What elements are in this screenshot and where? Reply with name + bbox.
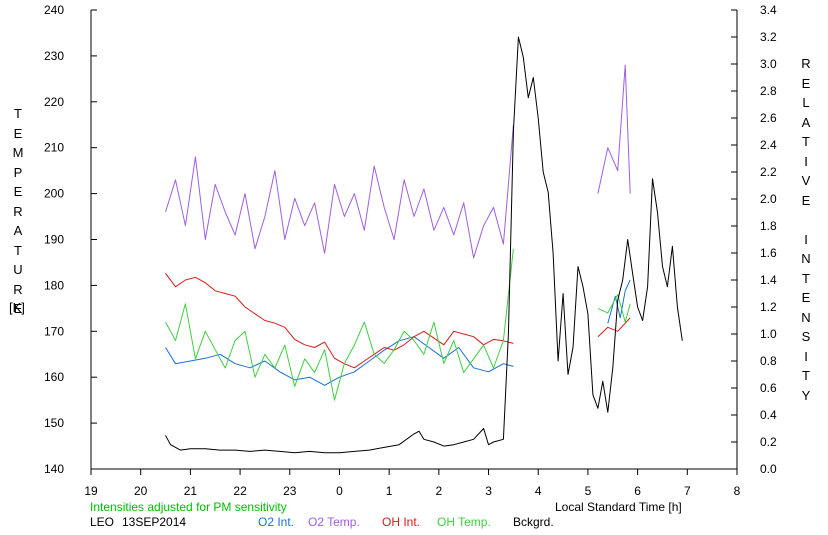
x-tick-label: 4	[535, 484, 542, 498]
y-left-tick-label: 150	[44, 416, 64, 430]
y-right-tick-label: 1.6	[760, 246, 777, 260]
y-right-tick-label: 0.0	[760, 462, 777, 476]
y-right-tick-label: 3.4	[760, 3, 777, 17]
x-tick-label: 21	[184, 484, 198, 498]
axis-title-letter: L	[802, 95, 810, 110]
y-right-tick-label: 3.2	[760, 30, 777, 44]
axis-title-letter: T	[802, 134, 810, 149]
axis-title-letter: R	[801, 56, 811, 71]
x-axis-title: Local Standard Time [h]	[555, 500, 682, 514]
series-o2-int-line	[165, 336, 514, 386]
tick-labels: 1401501601701801902002102202302400.00.20…	[44, 3, 777, 498]
series-oh-int-line	[165, 273, 514, 369]
x-tick-label: 0	[336, 484, 343, 498]
y-left-tick-label: 160	[44, 370, 64, 384]
y-right-tick-label: 2.4	[760, 138, 777, 152]
x-tick-label: 23	[283, 484, 297, 498]
y-right-tick-label: 3.0	[760, 57, 777, 71]
y-right-tick-label: 0.6	[760, 381, 777, 395]
axis-title-letter: T	[802, 270, 810, 286]
y-axis-left-unit: [K]	[9, 300, 25, 315]
axis-title-letter: E	[13, 125, 23, 141]
legend-oh-int: OH Int.	[382, 515, 421, 529]
series-oh-temp-line	[597, 294, 631, 323]
axis-title-letter: T	[14, 242, 22, 258]
legend-bckgrd: Bckgrd.	[513, 515, 554, 529]
axis-title-letter: E	[801, 75, 811, 91]
axis-title-letter: I	[804, 153, 808, 169]
axis-title-letter: N	[801, 251, 811, 266]
legend-o2-temp: O2 Temp.	[308, 515, 360, 529]
axis-title-letter: V	[801, 173, 811, 188]
axis-title-letter: T	[802, 368, 810, 383]
axis-title-letter: U	[13, 262, 23, 277]
axis-title-letter: E	[801, 290, 811, 305]
axis-title-letter: I	[804, 348, 808, 364]
axis-title-letter: E	[13, 184, 23, 199]
y-right-tick-label: 1.0	[760, 327, 777, 341]
y-left-tick-label: 170	[44, 324, 64, 338]
axis-title-letter: N	[801, 309, 811, 325]
series-oh-int-line	[597, 317, 631, 338]
x-tick-label: 19	[84, 484, 98, 498]
y-left-tick-label: 140	[44, 462, 64, 476]
x-tick-label: 5	[585, 484, 592, 498]
sensitivity-note: Intensities adjusted for PM sensitivity	[90, 500, 287, 514]
y-right-tick-label: 2.2	[760, 165, 777, 179]
y-right-tick-label: 2.0	[760, 192, 777, 206]
series-o2-int-line	[607, 279, 631, 324]
axis-title-letter: P	[13, 164, 23, 180]
y-right-tick-label: 1.2	[760, 300, 777, 314]
x-tick-label: 3	[485, 484, 492, 498]
tick-marks	[90, 9, 738, 475]
legend-o2-int: O2 Int.	[258, 515, 295, 529]
axis-title-letter: E	[13, 301, 23, 316]
axis-title-letter: T	[14, 106, 22, 121]
x-tick-label: 8	[734, 484, 741, 498]
y-right-tick-label: 0.8	[760, 354, 777, 368]
x-tick-label: 20	[134, 484, 148, 498]
axis-title-letter: E	[801, 192, 811, 208]
y-right-tick-label: 2.6	[760, 111, 777, 125]
date-label: 13SEP2014	[122, 515, 187, 529]
axis-title-letter: S	[801, 329, 811, 344]
axis-title-letter: I	[804, 231, 808, 247]
axis-title-letter: Y	[801, 387, 811, 403]
series-o2-temp-line	[165, 124, 514, 259]
axes	[90, 10, 738, 470]
y-left-tick-label: 200	[44, 187, 64, 201]
y-left-tick-label: 190	[44, 233, 64, 247]
y-left-tick-label: 210	[44, 141, 64, 155]
y-left-tick-label: 240	[44, 3, 64, 17]
x-tick-label: 2	[436, 484, 443, 498]
axis-title-letter: A	[13, 223, 23, 238]
y-right-tick-label: 1.8	[760, 219, 777, 233]
series-group	[165, 36, 683, 454]
y-left-tick-label: 220	[44, 95, 64, 109]
y-right-tick-label: 2.8	[760, 84, 777, 98]
series-oh-temp-line	[165, 248, 514, 401]
y-right-tick-label: 1.4	[760, 273, 777, 287]
series-o2-temp-line	[597, 64, 631, 194]
x-tick-label: 7	[684, 484, 691, 498]
y-right-tick-label: 0.2	[760, 435, 777, 449]
axis-title-letter: R	[13, 281, 23, 297]
legend-oh-temp: OH Temp.	[437, 515, 491, 529]
axis-title-letter	[798, 210, 814, 230]
y-right-tick-label: 0.4	[760, 408, 777, 422]
x-tick-label: 22	[233, 484, 247, 498]
y-left-tick-label: 180	[44, 278, 64, 292]
x-tick-label: 6	[634, 484, 641, 498]
axis-title-letter: A	[801, 114, 811, 130]
axis-title-letter: M	[12, 145, 24, 160]
x-tick-label: 1	[386, 484, 393, 498]
station-label: LEO	[90, 515, 115, 529]
y-left-tick-label: 230	[44, 49, 64, 63]
axis-title-letter: R	[13, 203, 23, 219]
series-bckgrd-line	[165, 36, 683, 454]
